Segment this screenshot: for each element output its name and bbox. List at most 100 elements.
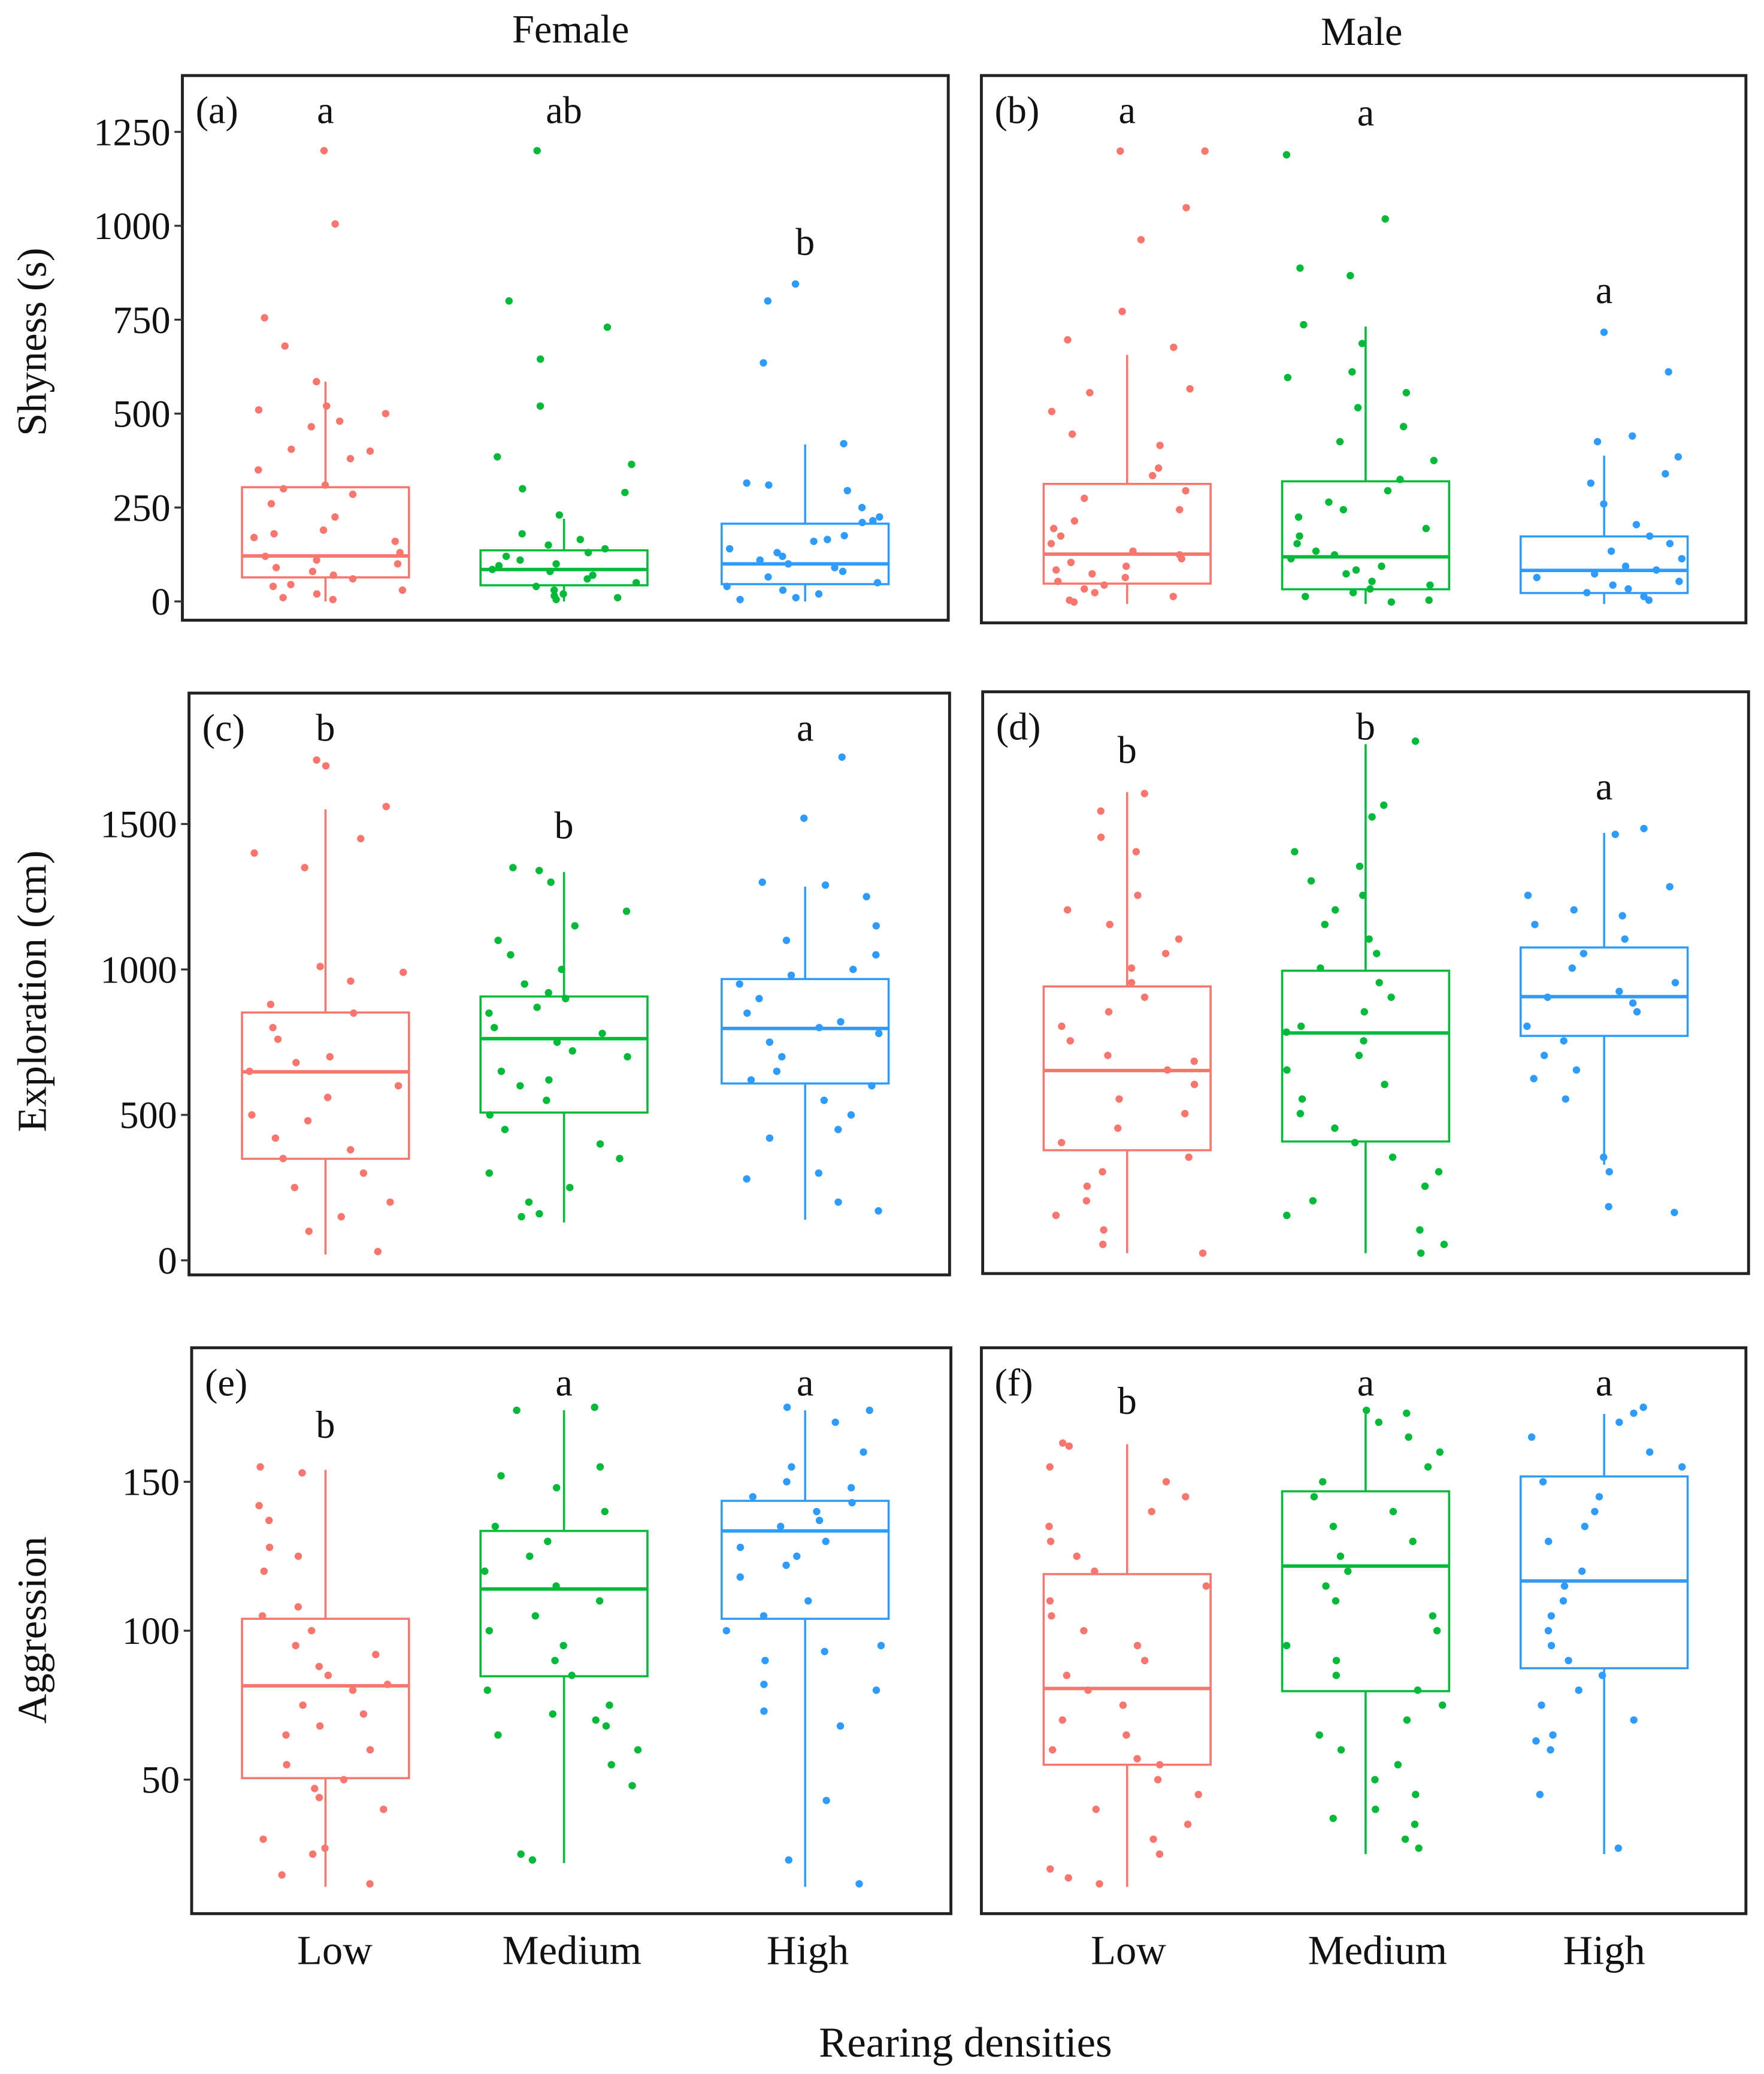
data-point: [1312, 547, 1320, 555]
data-point: [1086, 389, 1094, 397]
data-point: [1202, 1582, 1211, 1590]
data-point: [546, 567, 554, 576]
data-point: [822, 1797, 830, 1804]
panel-c: (c) 0 500 1000 1500 b b a: [100, 691, 951, 1282]
data-point: [1360, 1008, 1368, 1016]
iqr-box: [721, 522, 890, 585]
data-point: [1190, 1057, 1198, 1065]
panel-frame: [979, 74, 1748, 625]
data-point: [840, 440, 848, 448]
significance-letter: a: [1119, 89, 1136, 132]
data-point: [1547, 1641, 1556, 1650]
data-point: [547, 878, 555, 886]
significance-letter: a: [1596, 269, 1612, 312]
data-point: [313, 377, 320, 386]
data-point: [1064, 1874, 1072, 1882]
data-point: [553, 1038, 561, 1046]
data-point: [1348, 368, 1356, 376]
data-point: [1578, 1567, 1586, 1575]
data-point: [1368, 813, 1376, 821]
box-low: b: [241, 707, 410, 1256]
data-point: [875, 1029, 883, 1038]
data-point: [1611, 830, 1619, 838]
data-point: [331, 513, 339, 521]
data-point: [1591, 1507, 1599, 1516]
data-point: [294, 1552, 302, 1560]
x-tick-low-female: Low: [297, 1927, 373, 1973]
y-tick-label: 150: [122, 1461, 180, 1504]
y-axis-label-shyness: Shyness (s): [10, 248, 55, 436]
iqr-box: [1281, 1490, 1451, 1692]
data-point: [782, 1561, 790, 1569]
data-point: [1533, 573, 1541, 582]
data-point: [494, 1731, 502, 1739]
panel-f: (f) b a a: [979, 1346, 1748, 1915]
box-high: a: [1519, 765, 1689, 1217]
iqr-box: [1042, 483, 1212, 585]
data-point: [756, 556, 764, 564]
data-point: [261, 552, 270, 560]
data-point: [1046, 1537, 1055, 1546]
data-point: [531, 1612, 539, 1620]
data-point: [299, 1701, 307, 1709]
data-point: [743, 479, 751, 487]
data-point: [1067, 558, 1075, 567]
data-point: [400, 968, 407, 976]
data-point: [1170, 343, 1178, 351]
data-point: [346, 455, 355, 462]
data-point: [329, 595, 337, 603]
data-point: [308, 567, 317, 576]
data-point: [1104, 1051, 1112, 1059]
data-point: [779, 586, 787, 594]
significance-letter: a: [1596, 1361, 1612, 1404]
data-point: [779, 552, 786, 560]
data-point: [1560, 1582, 1569, 1590]
data-point: [1199, 1249, 1207, 1257]
box-low: a: [1042, 89, 1212, 606]
data-point: [255, 406, 263, 414]
x-tick-medium-female: Medium: [503, 1927, 642, 1973]
data-point: [596, 1140, 604, 1148]
data-point: [1064, 906, 1072, 914]
data-point: [1373, 950, 1381, 957]
data-point: [613, 594, 622, 601]
iqr-box: [1519, 1475, 1689, 1670]
data-point: [1315, 1731, 1323, 1739]
panel-label: (b): [995, 89, 1040, 132]
data-point: [1284, 374, 1292, 382]
data-point: [1666, 882, 1674, 891]
data-point: [1425, 596, 1433, 604]
data-point: [313, 590, 321, 598]
box-high: a: [1519, 1361, 1689, 1854]
data-point: [1583, 589, 1591, 597]
data-point: [488, 566, 497, 573]
data-point: [1332, 1656, 1341, 1665]
data-point: [773, 1068, 781, 1075]
data-point: [486, 1111, 494, 1119]
data-point: [1674, 453, 1682, 461]
data-point: [321, 481, 329, 489]
data-point: [1118, 307, 1126, 316]
data-point: [1155, 1850, 1164, 1858]
data-point: [1282, 1641, 1291, 1650]
y-tick-label: 1500: [100, 803, 177, 846]
data-point: [1621, 563, 1630, 570]
data-point: [1354, 404, 1362, 412]
data-point: [1365, 935, 1373, 943]
data-point: [1083, 1182, 1091, 1190]
panel-label: (e): [205, 1361, 247, 1404]
data-point: [601, 545, 609, 553]
data-point: [1073, 1552, 1081, 1560]
data-point: [1331, 1124, 1339, 1132]
data-point: [838, 753, 846, 761]
data-point: [1325, 498, 1333, 506]
x-tick-medium-male: Medium: [1308, 1927, 1447, 1973]
data-point: [866, 1406, 873, 1414]
data-point: [1409, 1537, 1417, 1546]
data-point: [1186, 385, 1194, 393]
data-point: [1052, 1211, 1060, 1219]
data-point: [1048, 1612, 1055, 1620]
iqr-box: [1281, 480, 1451, 591]
iqr-box: [721, 1499, 890, 1620]
data-point: [765, 481, 773, 489]
